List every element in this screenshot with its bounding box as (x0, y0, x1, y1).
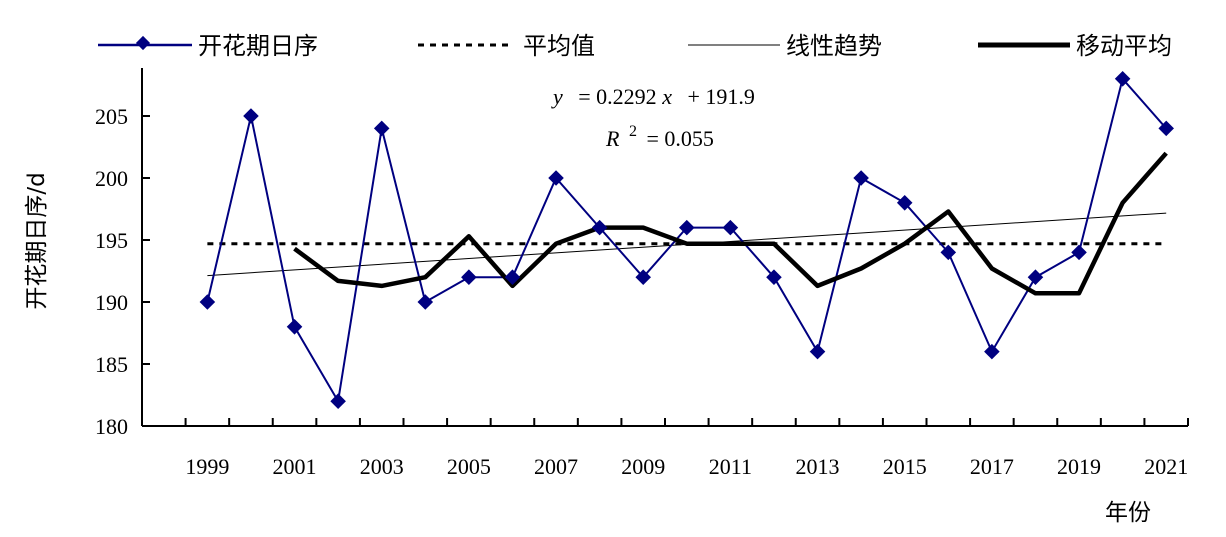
y-tick-label: 180 (95, 414, 128, 439)
regression-equation: y = 0.2292 x + 191.9 R 2 = 0.055 (551, 84, 755, 151)
x-tick-label: 2017 (970, 454, 1014, 479)
flowering-point (373, 120, 390, 137)
axes (141, 68, 1188, 427)
x-tick-label: 2013 (796, 454, 840, 479)
x-tick-label: 2011 (709, 454, 752, 479)
flowering-point (984, 343, 1000, 360)
x-tick-label: 2019 (1057, 454, 1101, 479)
x-tick-label: 1999 (185, 454, 229, 479)
flowering-point (330, 393, 346, 409)
flowering-point (896, 195, 913, 211)
y-tick-label: 190 (95, 290, 128, 315)
legend: 开花期日序 平均值 线性趋势 移动平均 (98, 32, 1172, 60)
flowering-point (591, 219, 608, 236)
x-tick-label: 2015 (883, 454, 927, 479)
legend-label-mean: 平均值 (523, 32, 595, 60)
equation-y-symbol: y (551, 84, 563, 109)
equation-line-1: y = 0.2292 x + 191.9 (551, 84, 755, 109)
y-axis-label: 开花期日序/d (24, 172, 50, 309)
flowering-point (1114, 71, 1131, 87)
flowering-point (1158, 120, 1174, 137)
flowering-point (504, 269, 521, 285)
y-axis-ticks: 180 185 190 195 200 205 (95, 104, 150, 439)
flowering-point (853, 170, 869, 186)
x-tick-label: 2009 (621, 454, 665, 479)
equation-intercept: + 191.9 (687, 84, 754, 109)
legend-label-moving-avg: 移动平均 (1076, 32, 1172, 60)
y-tick-label: 185 (95, 352, 128, 377)
legend-label-flowering: 开花期日序 (198, 32, 318, 60)
flowering-point (286, 319, 303, 335)
equation-line-2: R 2 = 0.055 (605, 116, 714, 151)
equation-r-value: = 0.055 (646, 126, 713, 151)
series-moving-avg (293, 151, 1168, 296)
flowering-point (809, 343, 826, 360)
x-tick-label: 2007 (534, 454, 578, 479)
legend-label-trend: 线性趋势 (786, 32, 882, 60)
x-tick-label: 2001 (273, 454, 317, 479)
equation-r-symbol: R (605, 126, 620, 151)
flowering-point (1027, 269, 1044, 285)
equation-x-symbol: x (661, 84, 672, 109)
y-tick-label: 205 (95, 104, 128, 129)
y-tick-label: 195 (95, 228, 128, 253)
flowering-point (722, 219, 739, 236)
x-axis-label: 年份 (1105, 500, 1151, 526)
x-axis-ticks: 1999 2001 2003 2005 2007 2009 2011 2013 2015 2017… (184, 418, 1189, 479)
flowering-point (461, 269, 477, 285)
moving-avg-line (293, 151, 1168, 296)
flowering-point (679, 219, 695, 236)
x-tick-label: 2003 (360, 454, 404, 479)
x-tick-label: 2021 (1144, 454, 1188, 479)
x-tick-label: 2005 (447, 454, 491, 479)
equation-coefficient: = 0.2292 (578, 84, 656, 109)
legend-marker-flowering (135, 35, 151, 51)
flowering-point (199, 294, 216, 310)
flowering-point (243, 108, 259, 124)
equation-r-superscript: 2 (629, 123, 637, 140)
flowering-point (1071, 244, 1087, 261)
flowering-point (548, 170, 564, 186)
y-tick-label: 200 (95, 166, 128, 191)
flowering-point (417, 294, 434, 310)
